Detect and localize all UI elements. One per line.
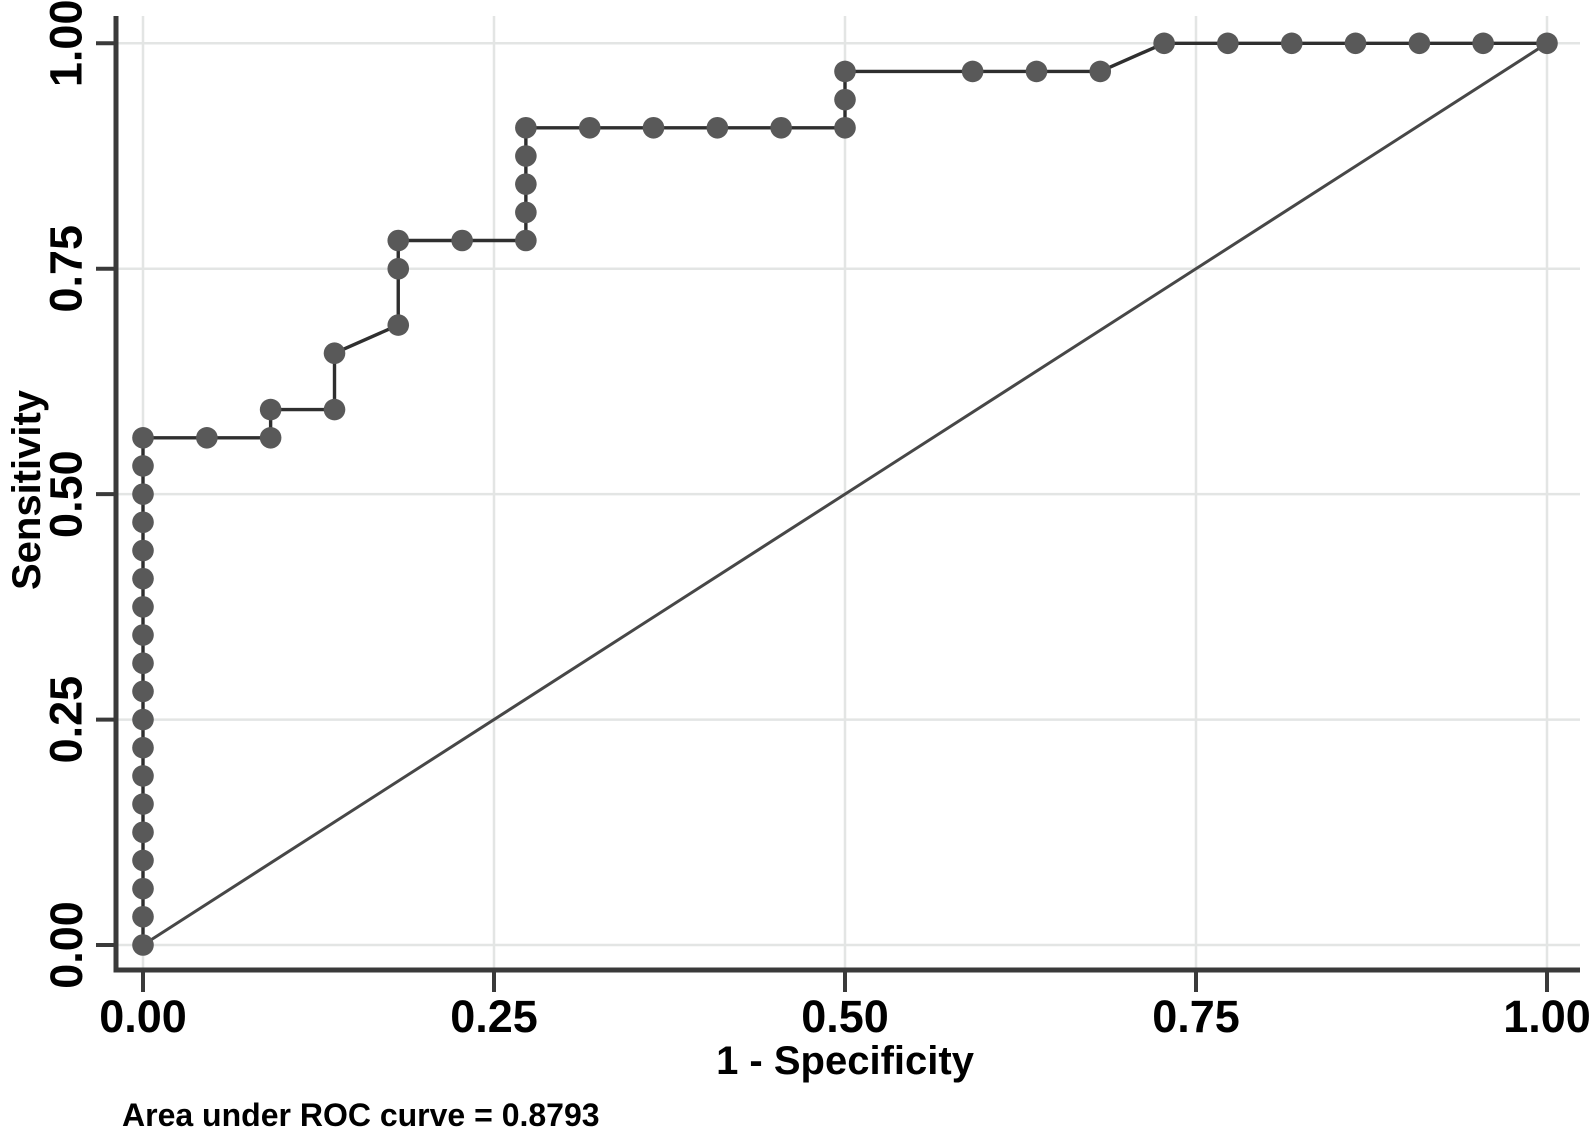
roc-data-point bbox=[834, 60, 856, 83]
roc-data-point bbox=[387, 257, 410, 280]
roc-data-point bbox=[1025, 60, 1048, 83]
roc-data-point bbox=[259, 398, 282, 421]
roc-data-point bbox=[259, 426, 282, 449]
roc-data-point bbox=[642, 116, 665, 139]
roc-data-point bbox=[132, 483, 154, 505]
roc-data-point bbox=[1153, 32, 1175, 55]
roc-data-point bbox=[515, 229, 537, 252]
roc-data-point bbox=[132, 793, 154, 815]
roc-data-point bbox=[706, 116, 729, 139]
y-tick-label: 1.00 bbox=[41, 0, 92, 87]
y-tick-label: 0.50 bbox=[41, 450, 92, 538]
roc-data-point bbox=[132, 624, 154, 646]
roc-data-point bbox=[1280, 32, 1303, 55]
tick-marks bbox=[96, 41, 1549, 992]
roc-data-point bbox=[132, 708, 154, 731]
roc-data-point bbox=[132, 596, 154, 618]
roc-data-point bbox=[1089, 60, 1112, 83]
roc-data-point bbox=[1217, 32, 1239, 55]
roc-data-point bbox=[132, 680, 154, 703]
roc-data-point bbox=[451, 229, 473, 252]
roc-data-point bbox=[132, 877, 154, 900]
y-axis-title: Sensitivity bbox=[5, 389, 49, 590]
roc-data-point bbox=[323, 398, 346, 421]
roc-data-point bbox=[132, 934, 154, 956]
roc-data-point bbox=[132, 905, 154, 928]
roc-data-point bbox=[1344, 32, 1367, 55]
y-tick-label: 0.75 bbox=[41, 225, 92, 313]
roc-data-point bbox=[132, 426, 154, 449]
roc-data-point bbox=[1472, 32, 1494, 55]
roc-data-point bbox=[515, 116, 537, 139]
roc-data-point bbox=[1536, 32, 1558, 55]
roc-data-point bbox=[132, 849, 154, 872]
roc-data-point bbox=[387, 314, 410, 336]
roc-data-point bbox=[132, 736, 154, 759]
roc-data-point bbox=[387, 229, 410, 252]
y-tick-label: 0.25 bbox=[41, 676, 92, 764]
roc-data-point bbox=[1408, 32, 1431, 55]
x-tick-label: 0.75 bbox=[1152, 991, 1240, 1042]
roc-data-point bbox=[132, 539, 154, 562]
x-axis-title: 1 - Specificity bbox=[716, 1039, 975, 1083]
roc-data-point bbox=[323, 342, 346, 365]
roc-data-point bbox=[132, 455, 154, 477]
roc-data-point bbox=[578, 116, 601, 139]
reference-diagonal-line bbox=[142, 42, 1548, 947]
y-tick-label: 0.00 bbox=[41, 901, 92, 989]
roc-data-point bbox=[132, 567, 154, 590]
roc-data-point bbox=[515, 201, 537, 224]
x-tick-label: 0.00 bbox=[99, 991, 187, 1042]
auc-caption: Area under ROC curve = 0.8793 bbox=[122, 1097, 600, 1133]
roc-data-point bbox=[515, 145, 537, 167]
roc-data-point bbox=[132, 765, 154, 787]
roc-data-point bbox=[132, 511, 154, 534]
roc-data-point bbox=[834, 88, 856, 111]
x-tick-label: 1.00 bbox=[1503, 991, 1591, 1042]
roc-data-point bbox=[196, 426, 218, 449]
data-series bbox=[132, 32, 1558, 956]
roc-data-point bbox=[132, 821, 154, 844]
tick-labels: 0.00 0.25 0.50 0.75 1.00 0.00 0.25 0.50 0.75 1.00 bbox=[41, 0, 1591, 1042]
roc-data-point bbox=[515, 173, 537, 195]
roc-data-point bbox=[132, 652, 154, 675]
roc-data-point bbox=[961, 60, 984, 83]
roc-data-point bbox=[834, 116, 856, 139]
x-tick-label: 0.25 bbox=[450, 991, 538, 1042]
x-tick-label: 0.50 bbox=[801, 991, 889, 1042]
roc-data-point bbox=[770, 116, 792, 139]
